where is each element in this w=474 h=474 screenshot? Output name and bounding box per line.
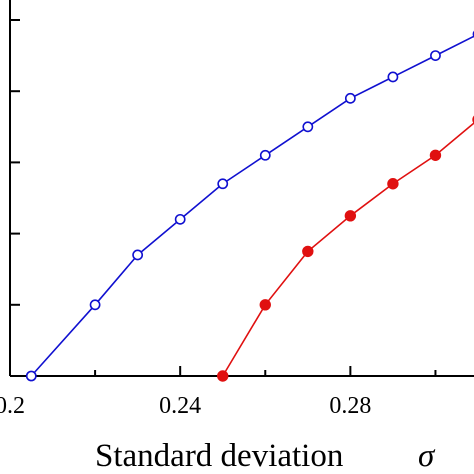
data-point-series-1 (344, 92, 356, 104)
data-point-series-1 (217, 178, 229, 190)
chart-axes (9, 0, 474, 377)
data-point-series-2 (387, 178, 399, 190)
x-tick-label: 0.2 (0, 393, 25, 419)
x-axis-symbol: σ (418, 438, 436, 474)
data-point-series-1 (430, 50, 441, 61)
data-point-series-2 (217, 370, 229, 382)
x-tick-label: 0.28 (329, 393, 371, 419)
x-axis-title: Standard deviation (95, 438, 343, 474)
data-point-series-1 (25, 370, 37, 382)
x-tick-label: 0.24 (159, 393, 201, 419)
chart-series (25, 30, 474, 382)
data-point-series-2 (302, 245, 314, 258)
data-point-series-1 (259, 149, 271, 161)
data-point-series-1 (132, 249, 144, 261)
x-tick-labels: 0.2 0.24 0.28 (0, 393, 371, 419)
data-point-series-1 (174, 213, 186, 225)
data-point-series-1 (387, 71, 399, 83)
data-point-series-1 (89, 299, 101, 311)
data-point-series-1 (302, 121, 314, 133)
data-point-series-2 (259, 299, 271, 311)
data-point-series-2 (429, 149, 442, 161)
data-point-series-2 (344, 210, 357, 222)
